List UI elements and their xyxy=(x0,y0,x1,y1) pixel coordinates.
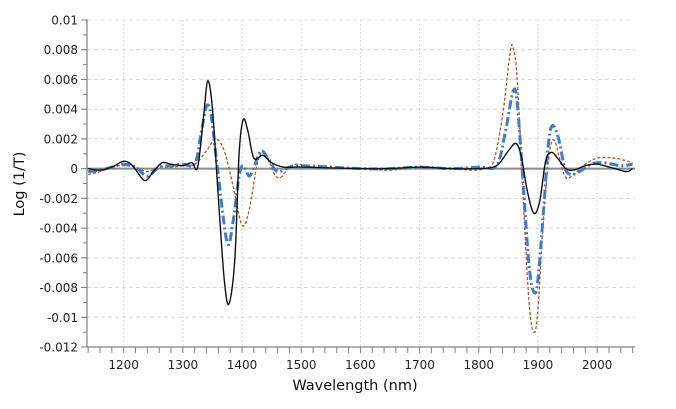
x-tick-label: 1900 xyxy=(523,358,554,372)
y-tick-labels: 0.01 0.008 0.006 0.004 0.002 0 -0.002 -0.004 -0.… xyxy=(39,14,78,355)
y-tick-label: 0.01 xyxy=(51,14,78,28)
x-tick-labels: 1200 1300 1400 1500 1600 1700 1800 1900 2000 xyxy=(108,358,612,372)
grid-lines xyxy=(87,19,635,347)
axes xyxy=(81,19,635,353)
x-tick-label: 1400 xyxy=(227,358,258,372)
x-tick-label: 2000 xyxy=(582,358,613,372)
x-tick-label: 1700 xyxy=(404,358,435,372)
y-tick-label: -0.012 xyxy=(39,341,78,355)
y-tick-label: -0.006 xyxy=(39,251,78,265)
x-tick-label: 1500 xyxy=(286,358,317,372)
y-tick-label: 0.002 xyxy=(44,132,78,146)
y-tick-label: -0.01 xyxy=(47,311,78,325)
y-tick-label: -0.004 xyxy=(39,222,78,236)
x-axis-title: Wavelength (nm) xyxy=(292,378,417,394)
y-tick-label: -0.002 xyxy=(39,192,78,206)
y-tick-label: -0.008 xyxy=(39,281,78,295)
y-tick-label: 0 xyxy=(70,162,78,176)
y-tick-label: 0.004 xyxy=(44,103,78,117)
y-tick-label: 0.008 xyxy=(44,43,78,57)
y-axis-title: Log (1/T) xyxy=(12,152,28,217)
x-tick-label: 1200 xyxy=(108,358,139,372)
series-layer xyxy=(88,43,633,333)
y-tick-label: 0.006 xyxy=(44,73,78,87)
series-line-2 xyxy=(88,87,633,295)
x-tick-label: 1800 xyxy=(463,358,494,372)
x-tick-label: 1300 xyxy=(168,358,199,372)
series-line-3 xyxy=(88,80,633,306)
x-tick-label: 1600 xyxy=(345,358,376,372)
